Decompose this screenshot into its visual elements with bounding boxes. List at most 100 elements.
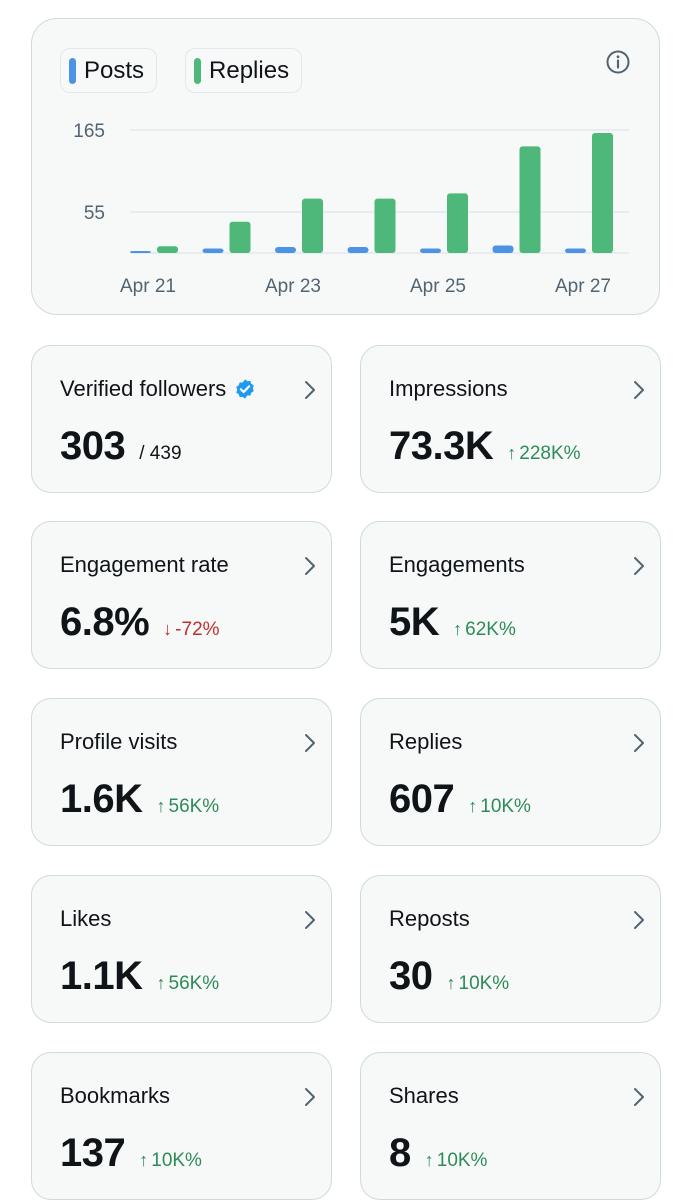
- legend-posts[interactable]: Posts: [60, 48, 158, 93]
- stat-value-row: 1.6K ↑ 56K%: [60, 777, 219, 822]
- stat-label: Bookmarks: [60, 1083, 170, 1109]
- stat-card-replies[interactable]: Replies 607 ↑ 10K%: [360, 698, 661, 846]
- stat-change-value: 56K%: [168, 795, 220, 817]
- y-tick-label: 165: [73, 121, 105, 142]
- stat-label-text: Engagement rate: [60, 552, 229, 577]
- x-tick-label: Apr 23: [265, 276, 321, 297]
- stat-change-value: 56K%: [168, 972, 220, 994]
- stat-value-row: 303 / 439: [60, 424, 182, 469]
- arrow-up-icon: ↑: [139, 1150, 149, 1170]
- stat-value: 73.3K: [389, 424, 494, 468]
- posts-swatch: [69, 57, 76, 84]
- stat-change: ↑ 10K%: [425, 1150, 488, 1172]
- x-tick-label: Apr 21: [120, 276, 176, 297]
- verified-badge-icon: [236, 379, 255, 399]
- chevron-right-icon[interactable]: [632, 909, 646, 931]
- stat-change: ↑ 56K%: [157, 796, 220, 818]
- stat-value: 8: [389, 1131, 411, 1175]
- chevron-right-icon[interactable]: [303, 1086, 317, 1108]
- stat-change: ↑ 228K%: [507, 443, 580, 465]
- bar-replies-apr-26[interactable]: [519, 146, 541, 253]
- stat-card-shares[interactable]: Shares 8 ↑ 10K%: [360, 1052, 661, 1200]
- bar-replies-apr-24[interactable]: [374, 198, 396, 253]
- stat-value-row: 73.3K ↑ 228K%: [389, 424, 581, 469]
- chevron-right-icon[interactable]: [632, 555, 646, 577]
- stat-label: Impressions: [389, 376, 508, 402]
- x-tick-label: Apr 25: [410, 276, 466, 297]
- stat-label-text: Replies: [389, 729, 463, 754]
- chevron-right-icon[interactable]: [303, 909, 317, 931]
- bar-posts-apr-22[interactable]: [202, 248, 224, 253]
- stat-label-text: Verified followers: [60, 376, 227, 401]
- stat-value: 607: [389, 777, 455, 821]
- legend-posts-label: Posts: [84, 56, 145, 84]
- legend-replies-label: Replies: [209, 56, 290, 84]
- stat-value-row: 8 ↑ 10K%: [389, 1131, 487, 1176]
- chevron-right-icon[interactable]: [303, 379, 317, 401]
- bar-posts-apr-25[interactable]: [420, 248, 441, 253]
- bar-replies-apr-25[interactable]: [447, 193, 468, 253]
- bar-posts-apr-23[interactable]: [275, 247, 296, 253]
- stat-value-row: 30 ↑ 10K%: [389, 954, 509, 999]
- arrow-up-icon: ↑: [156, 973, 166, 993]
- legend-replies[interactable]: Replies: [185, 48, 303, 93]
- stat-value: 30: [389, 954, 433, 998]
- bar-replies-apr-22[interactable]: [229, 221, 251, 253]
- stat-change: ↑ 62K%: [453, 619, 516, 641]
- stat-card-bookmarks[interactable]: Bookmarks 137 ↑ 10K%: [31, 1052, 332, 1200]
- bar-posts-apr-21[interactable]: [130, 251, 151, 253]
- stat-change-value: -72%: [175, 618, 220, 640]
- arrow-up-icon: ↑: [156, 796, 166, 816]
- bar-replies-apr-27[interactable]: [592, 132, 613, 253]
- stat-change: ↑ 56K%: [157, 973, 220, 995]
- stat-value-row: 607 ↑ 10K%: [389, 777, 531, 822]
- stat-label: Reposts: [389, 906, 470, 932]
- arrow-up-icon: ↑: [424, 1150, 434, 1170]
- stat-label-text: Shares: [389, 1083, 459, 1108]
- stat-value: 6.8%: [60, 600, 150, 644]
- stat-change: ↑ 10K%: [139, 1150, 202, 1172]
- stat-card-profile-visits[interactable]: Profile visits 1.6K ↑ 56K%: [31, 698, 332, 846]
- info-icon[interactable]: [605, 49, 631, 75]
- stat-change-value: 10K%: [151, 1149, 202, 1171]
- bar-chart: 165 55 Apr 21 Apr 23 Apr 25 Apr 27: [73, 121, 629, 297]
- stat-change-value: 228K%: [519, 442, 581, 464]
- chevron-right-icon[interactable]: [303, 555, 317, 577]
- chevron-right-icon[interactable]: [632, 1086, 646, 1108]
- bar-posts-apr-27[interactable]: [565, 248, 586, 253]
- arrow-up-icon: ↑: [446, 973, 456, 993]
- stat-label: Profile visits: [60, 729, 177, 755]
- bar-posts-apr-24[interactable]: [347, 247, 369, 253]
- stat-card-likes[interactable]: Likes 1.1K ↑ 56K%: [31, 875, 332, 1023]
- stat-label: Engagements: [389, 552, 525, 578]
- stat-label: Shares: [389, 1083, 459, 1109]
- stat-card-engagement-rate[interactable]: Engagement rate 6.8% ↓ -72%: [31, 521, 332, 669]
- stat-label-text: Bookmarks: [60, 1083, 171, 1108]
- arrow-up-icon: ↑: [468, 796, 478, 816]
- bar-replies-apr-23[interactable]: [302, 198, 323, 253]
- bar-replies-apr-21[interactable]: [157, 246, 178, 253]
- replies-swatch: [194, 57, 202, 84]
- stat-card-verified-followers[interactable]: Verified followers 303 / 439: [31, 345, 332, 493]
- stat-label-text: Reposts: [389, 906, 470, 931]
- bar-posts-apr-26[interactable]: [492, 245, 514, 253]
- x-tick-label: Apr 27: [555, 276, 611, 297]
- stat-label: Replies: [389, 729, 462, 755]
- stat-change: ↓ -72%: [163, 619, 219, 641]
- stat-total: / 439: [139, 443, 182, 464]
- stat-card-engagements[interactable]: Engagements 5K ↑ 62K%: [360, 521, 661, 669]
- stat-change: ↑ 10K%: [468, 796, 531, 818]
- stat-change-value: 10K%: [458, 972, 510, 994]
- stat-value: 303: [60, 424, 126, 468]
- chevron-right-icon[interactable]: [303, 732, 317, 754]
- stat-value: 1.6K: [60, 777, 143, 821]
- stat-card-reposts[interactable]: Reposts 30 ↑ 10K%: [360, 875, 661, 1023]
- stat-label-text: Impressions: [389, 376, 508, 401]
- activity-chart-card: Posts Replies 165 55 Apr 21 Apr 23 Apr 25 Apr…: [31, 18, 660, 315]
- stat-value-row: 137 ↑ 10K%: [60, 1131, 202, 1176]
- chart-legend: Posts Replies: [60, 48, 303, 93]
- arrow-up-icon: ↑: [507, 443, 517, 463]
- chevron-right-icon[interactable]: [632, 732, 646, 754]
- stat-card-impressions[interactable]: Impressions 73.3K ↑ 228K%: [360, 345, 661, 493]
- chevron-right-icon[interactable]: [632, 379, 646, 401]
